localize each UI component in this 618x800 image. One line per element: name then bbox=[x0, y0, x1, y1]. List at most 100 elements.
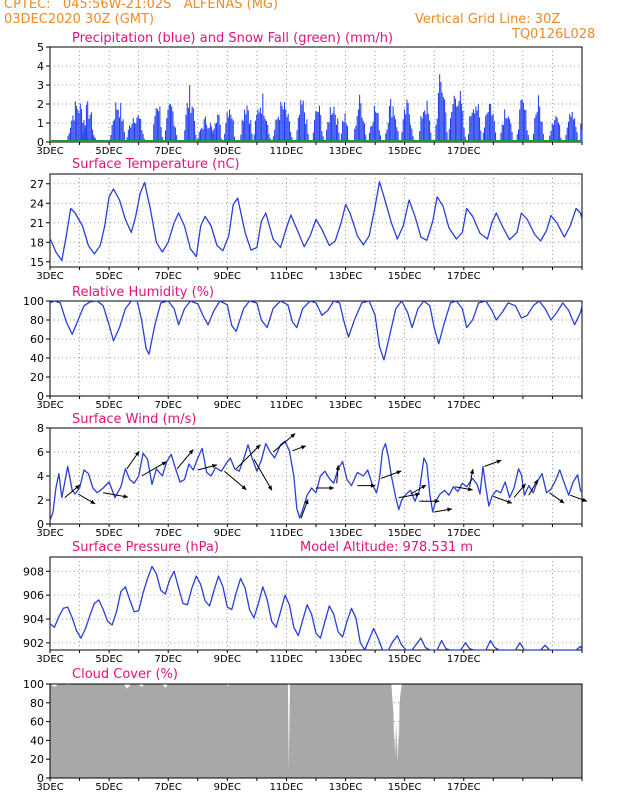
precip-bar bbox=[281, 105, 283, 142]
precip-bar bbox=[519, 109, 521, 142]
pres-xtick-label: 15DEC bbox=[388, 654, 422, 665]
precip-bar bbox=[362, 120, 364, 142]
cloud-xtick-label: 9DEC bbox=[214, 782, 241, 793]
precip-bar bbox=[373, 105, 375, 142]
wind-arrow-head bbox=[304, 499, 309, 505]
temp-ytick-label: 27 bbox=[30, 178, 44, 191]
precip-bar bbox=[347, 126, 349, 142]
precip-bar bbox=[539, 106, 541, 142]
header-station: CPTEC: 045:56W-21:02S ALFENAS (MG) bbox=[4, 0, 279, 12]
precip-bar bbox=[115, 102, 117, 142]
wind-xtick-label: 13DEC bbox=[329, 528, 363, 539]
precip-bar bbox=[81, 109, 83, 142]
precip-bar bbox=[375, 112, 377, 142]
wind-arrow bbox=[224, 470, 247, 491]
precip-bar bbox=[82, 123, 84, 142]
precip-bar bbox=[393, 115, 395, 142]
precip-bar bbox=[127, 129, 129, 142]
wind-ytick-label: 6 bbox=[37, 446, 44, 459]
cloud-frame-top bbox=[49, 683, 583, 779]
precip-bar bbox=[372, 121, 374, 142]
precip-bar bbox=[552, 124, 554, 142]
precip-bar bbox=[505, 118, 507, 142]
precip-bar bbox=[477, 104, 479, 142]
precip-bar bbox=[402, 119, 404, 142]
precip-bar bbox=[526, 130, 528, 142]
precip-bar bbox=[72, 115, 74, 142]
precip-bar bbox=[554, 119, 556, 142]
wind-arrow bbox=[253, 458, 273, 491]
pres-xtick-label: 17DEC bbox=[447, 654, 481, 665]
wind-xtick-label: 17DEC bbox=[447, 528, 481, 539]
cloud-xtick-label: 11DEC bbox=[270, 782, 304, 793]
precip-bar bbox=[520, 99, 522, 142]
precip-bar bbox=[504, 109, 506, 142]
precip-bar bbox=[120, 103, 122, 142]
precip-bar bbox=[198, 132, 200, 142]
precip-bar bbox=[488, 103, 490, 142]
precip-bar bbox=[397, 131, 399, 142]
precip-bar bbox=[507, 116, 509, 142]
wind-arrow-head bbox=[396, 470, 402, 475]
precip-bar bbox=[264, 119, 266, 142]
wind-xtick-label: 5DEC bbox=[95, 528, 122, 539]
precip-bar bbox=[501, 124, 503, 142]
precip-bar bbox=[361, 117, 363, 142]
precip-bar bbox=[282, 109, 284, 142]
precip-bar bbox=[171, 106, 173, 142]
wind-arrow-head bbox=[300, 445, 306, 450]
precip-bar bbox=[328, 122, 330, 142]
precip-bar bbox=[286, 116, 288, 142]
precip-bar bbox=[216, 122, 218, 142]
precip-bar bbox=[467, 134, 469, 142]
precip-bar bbox=[167, 109, 169, 142]
precip-bar bbox=[439, 74, 441, 142]
precip-bar bbox=[365, 134, 367, 142]
precip-bar bbox=[131, 123, 133, 142]
rh-panel: 0 20 40 60 80 100 3DEC 5DEC 7DEC 9DEC 11DEC 13DEC 15… bbox=[23, 285, 583, 411]
precip-bar bbox=[256, 114, 258, 142]
wind-arrow-head bbox=[521, 483, 526, 489]
precip-bar bbox=[371, 125, 373, 142]
precip-bar bbox=[190, 112, 192, 142]
temp-xtick-label: 5DEC bbox=[95, 271, 122, 282]
rh-series-line bbox=[49, 300, 583, 361]
precip-bar bbox=[201, 127, 203, 142]
precip-bar bbox=[535, 114, 537, 142]
precip-bar bbox=[142, 133, 144, 142]
precip-bar bbox=[166, 118, 168, 142]
wind-ytick-label: 2 bbox=[37, 494, 44, 507]
precip-bar bbox=[285, 109, 287, 142]
temp-xtick-label: 9DEC bbox=[214, 271, 241, 282]
precip-bar bbox=[226, 112, 228, 142]
precip-bar bbox=[444, 99, 446, 142]
precip-bar bbox=[203, 119, 205, 142]
wind-arrow-head bbox=[211, 463, 217, 469]
precip-panel: 0 1 2 3 4 5 3DEC 5DEC 7DEC 9DEC 11DEC 13DEC 15DEC 17D… bbox=[36, 31, 583, 157]
wind-ytick-label: 8 bbox=[37, 422, 44, 435]
cloud-xtick-label: 5DEC bbox=[95, 782, 122, 793]
precip-bar bbox=[297, 117, 299, 142]
pres-ytick-label: 906 bbox=[23, 589, 44, 602]
wind-arrow-head bbox=[329, 485, 334, 491]
precip-bar bbox=[272, 136, 274, 142]
precip-bar bbox=[517, 129, 519, 142]
rh-ytick-label: 20 bbox=[30, 371, 44, 384]
precip-bar bbox=[317, 111, 319, 142]
precip-bar bbox=[430, 132, 432, 142]
rh-xtick-label: 13DEC bbox=[329, 400, 363, 411]
precip-bar bbox=[306, 119, 308, 142]
temp-xtick-label: 17DEC bbox=[447, 271, 481, 282]
precip-bar bbox=[312, 132, 314, 142]
precip-bar bbox=[354, 128, 356, 142]
precip-bar bbox=[566, 127, 568, 142]
cloud-ytick-label: 100 bbox=[23, 678, 44, 691]
precip-bar bbox=[436, 118, 438, 142]
precip-bar bbox=[495, 132, 497, 142]
precip-xtick-label: 5DEC bbox=[95, 146, 122, 157]
wind-arrow bbox=[235, 444, 261, 470]
precip-bar bbox=[334, 114, 336, 142]
wind-arrow-head bbox=[559, 498, 565, 504]
precip-bar bbox=[475, 106, 477, 142]
precip-bar bbox=[524, 109, 526, 142]
